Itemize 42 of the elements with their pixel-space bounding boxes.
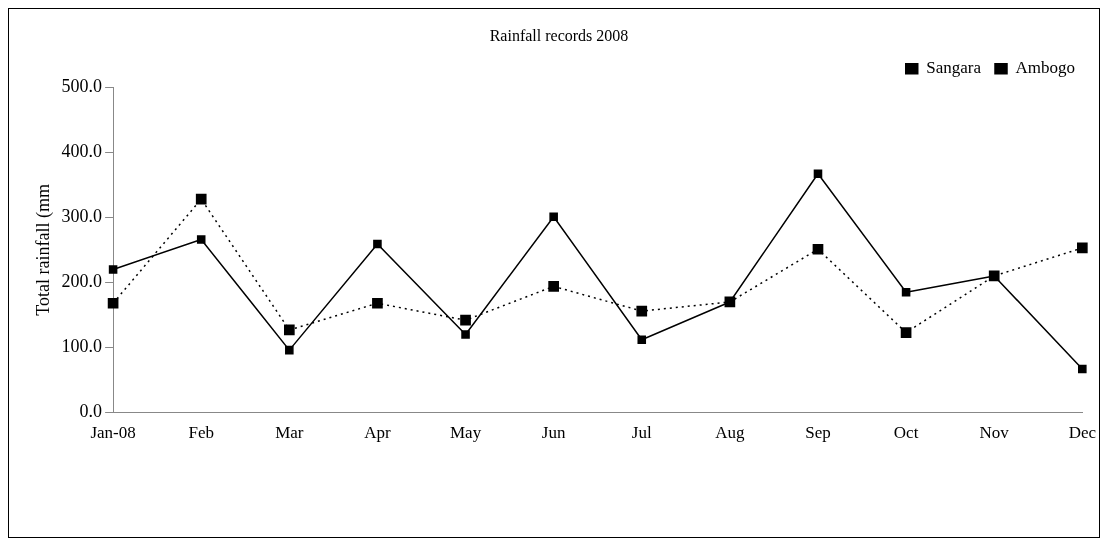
point: [107, 297, 119, 309]
y-axis-title: Total rainfall (mm: [32, 184, 54, 316]
x-tick-label: Sep: [805, 423, 831, 443]
point: [900, 327, 912, 338]
x-tick-label: Jan-08: [90, 423, 136, 443]
y-tick-label: 0.0: [79, 401, 103, 422]
legend-label: Ambogo: [1015, 58, 1075, 78]
y-tick-label: 500.0: [61, 75, 103, 96]
point: [195, 193, 207, 205]
point: [637, 335, 647, 344]
point: [812, 243, 824, 255]
point: [283, 324, 295, 336]
x-tick-label: Dec: [1068, 423, 1097, 443]
point: [549, 212, 558, 221]
x-tick-label: Nov: [979, 423, 1010, 443]
x-tick-label: Jul: [631, 423, 652, 443]
y-tick-label: 400.0: [61, 141, 103, 162]
x-tick-label: May: [449, 423, 482, 443]
point: [1078, 364, 1087, 374]
point: [372, 297, 383, 309]
point: [196, 235, 206, 244]
x-tick-label: Jun: [541, 423, 566, 443]
point: [108, 265, 118, 274]
point: [813, 169, 823, 179]
x-tick-label: Apr: [364, 423, 391, 443]
x-tick-label: Oct: [893, 423, 919, 443]
point: [1076, 242, 1088, 254]
y-tick-label: 100.0: [61, 336, 103, 357]
chart-title: Rainfall records 2008: [489, 26, 629, 44]
x-tick-label: Feb: [188, 423, 214, 443]
point: [460, 314, 471, 326]
point: [373, 239, 382, 249]
point: [285, 345, 294, 355]
point: [901, 287, 911, 297]
y-tick-label: 300.0: [61, 206, 103, 227]
x-tick-label: Aug: [715, 423, 746, 443]
y-tick-label: 200.0: [61, 271, 103, 292]
x-tick-label: Mar: [275, 423, 304, 443]
point: [461, 330, 470, 339]
legend-label: Sangara: [926, 58, 982, 78]
point: [548, 281, 559, 292]
point: [636, 305, 648, 317]
